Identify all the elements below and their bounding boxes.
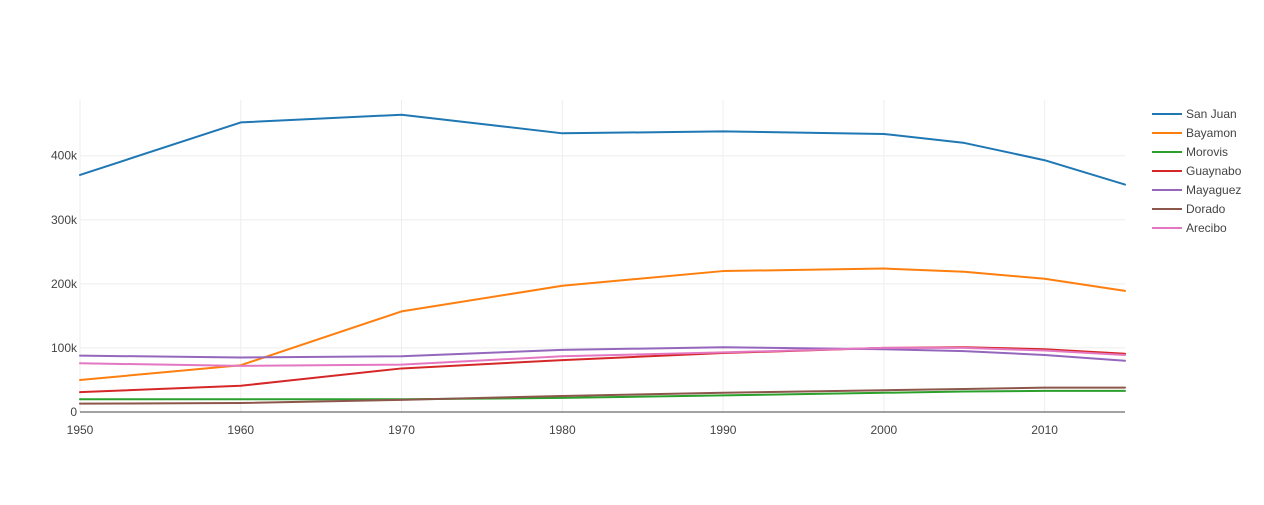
y-tick-label: 0 xyxy=(70,405,77,419)
x-tick-label: 1960 xyxy=(227,423,254,437)
legend-label: Mayaguez xyxy=(1186,183,1241,197)
y-tick-label: 200k xyxy=(51,277,78,291)
legend-item-san-juan[interactable]: San Juan xyxy=(1152,107,1237,121)
legend-item-morovis[interactable]: Morovis xyxy=(1152,145,1228,159)
series-line-mayaguez[interactable] xyxy=(79,346,1126,362)
legend-label: Dorado xyxy=(1186,202,1226,216)
x-tick-label: 1970 xyxy=(388,423,415,437)
series-line-dorado[interactable] xyxy=(79,386,1126,405)
legend-item-arecibo[interactable]: Arecibo xyxy=(1152,221,1227,235)
legend-item-dorado[interactable]: Dorado xyxy=(1152,202,1226,216)
series-line-guaynabo[interactable] xyxy=(79,346,1126,394)
legend-label: Guaynabo xyxy=(1186,164,1242,178)
series-line-san-juan[interactable] xyxy=(79,113,1126,186)
series-line-bayamon[interactable] xyxy=(79,267,1126,381)
x-tick-label: 2010 xyxy=(1031,423,1058,437)
legend-item-bayamon[interactable]: Bayamon xyxy=(1152,126,1237,140)
x-tick-label: 1950 xyxy=(67,423,94,437)
legend-item-guaynabo[interactable]: Guaynabo xyxy=(1152,164,1242,178)
legend-item-mayaguez[interactable]: Mayaguez xyxy=(1152,183,1241,197)
x-tick-label: 2000 xyxy=(870,423,897,437)
legend-label: Morovis xyxy=(1186,145,1228,159)
legend-label: Arecibo xyxy=(1186,221,1227,235)
series-lines xyxy=(79,113,1126,405)
axes: 1950 1960 1970 1980 1990 2000 2010 0 100k 200k 300… xyxy=(51,149,1125,437)
series-line-arecibo[interactable] xyxy=(79,346,1126,367)
x-tick-label: 1980 xyxy=(549,423,576,437)
x-tick-label: 1990 xyxy=(710,423,737,437)
legend-label: Bayamon xyxy=(1186,126,1237,140)
series-line-morovis[interactable] xyxy=(79,389,1126,401)
y-tick-label: 100k xyxy=(51,341,78,355)
y-tick-label: 400k xyxy=(51,149,78,163)
y-tick-label: 300k xyxy=(51,213,78,227)
legend[interactable]: San Juan Bayamon Morovis Guaynabo Mayaguez Do… xyxy=(1152,107,1242,235)
grid-layer xyxy=(79,100,1125,412)
legend-label: San Juan xyxy=(1186,107,1237,121)
